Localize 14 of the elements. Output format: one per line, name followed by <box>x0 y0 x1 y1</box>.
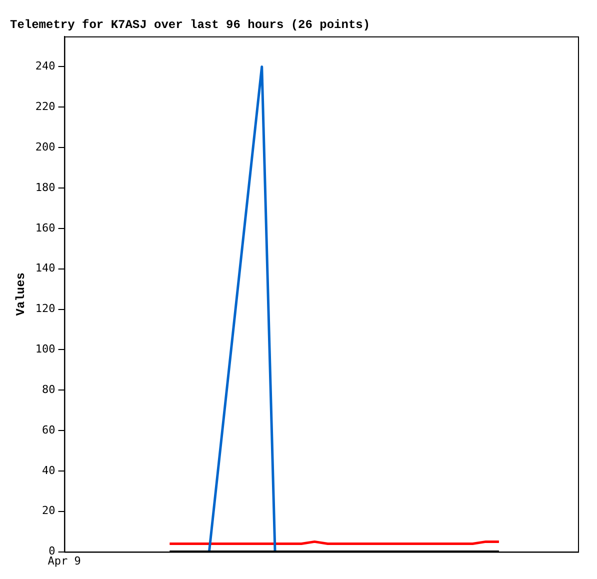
y-tick-label: 140 <box>35 262 56 275</box>
y-tick-label: 100 <box>35 342 56 356</box>
y-tick-label: 180 <box>35 180 56 194</box>
y-tick-label: 160 <box>35 221 56 234</box>
chart-title: Telemetry for K7ASJ over last 96 hours (26 points) <box>10 18 370 32</box>
y-tick-label: 200 <box>35 140 56 154</box>
y-tick-label: 120 <box>35 302 56 316</box>
y-tick-label: 80 <box>42 382 56 396</box>
y-tick-label: 220 <box>35 100 56 113</box>
y-tick-label: 60 <box>42 423 56 436</box>
y-tick-label: 40 <box>42 464 56 477</box>
y-axis-title: Values <box>14 272 28 316</box>
y-tick-label: 20 <box>42 504 56 518</box>
y-tick-label: 240 <box>35 60 56 73</box>
